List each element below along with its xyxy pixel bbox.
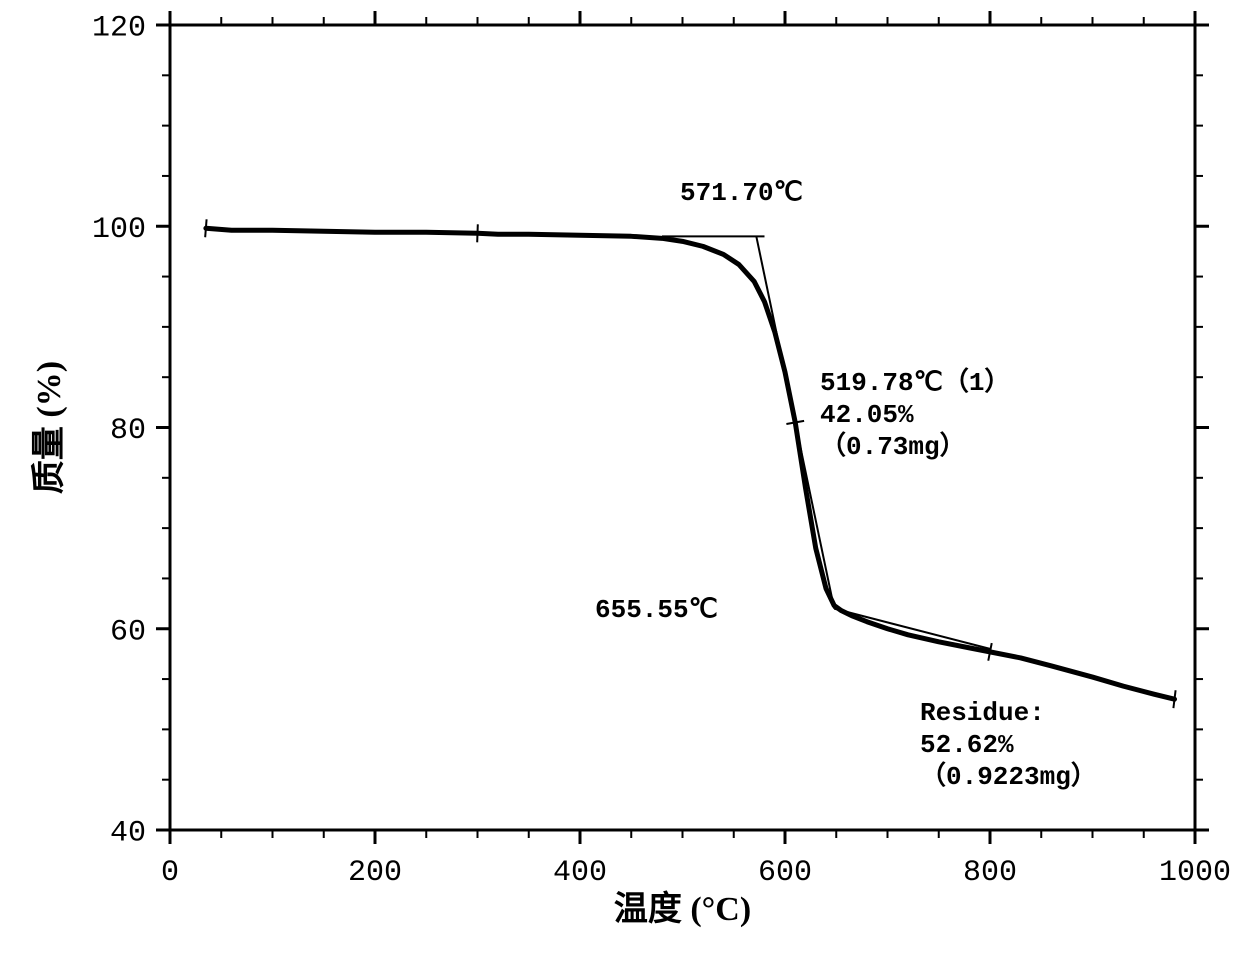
annotation-line: （0.73mg） — [820, 431, 966, 462]
annotation-line: 519.78℃（1） — [820, 367, 1010, 398]
x-tick-label: 1000 — [1159, 856, 1231, 890]
y-tick-label: 60 — [110, 615, 146, 649]
x-tick-label: 0 — [161, 856, 179, 890]
curve-marker — [1173, 690, 1175, 708]
y-tick-label: 80 — [110, 414, 146, 448]
y-tick-label: 120 — [92, 12, 146, 46]
x-tick-label: 800 — [963, 856, 1017, 890]
tangent-line-2 — [834, 609, 990, 649]
tga-chart: 0 200 400 600 800 1000 40 60 80 100 120 温度 (°C) 质量 (… — [0, 0, 1240, 957]
annotation-line: Residue: — [920, 698, 1045, 728]
x-tick-label: 600 — [758, 856, 812, 890]
annotation-line: 655.55℃ — [595, 595, 718, 625]
annotation-midpoint: 519.78℃（1）42.05%（0.73mg） — [820, 367, 1010, 462]
x-axis-label: 温度 (°C) — [614, 890, 751, 928]
y-tick-label: 40 — [110, 817, 146, 851]
x-tick-label: 200 — [348, 856, 402, 890]
annotation-residue: Residue:52.62%（0.9223mg） — [920, 698, 1097, 792]
annotation-line: 571.70℃ — [680, 178, 803, 208]
y-axis-label: 质量 (%) — [30, 361, 68, 494]
annotation-line: 42.05% — [820, 400, 914, 430]
annotation-onset: 571.70℃ — [680, 178, 803, 208]
annotation-line: 52.62% — [920, 730, 1014, 760]
y-tick-label: 100 — [92, 213, 146, 247]
curve-marker — [205, 219, 206, 237]
annotation-endset: 655.55℃ — [595, 595, 718, 625]
x-tick-label: 400 — [553, 856, 607, 890]
annotation-line: （0.9223mg） — [920, 761, 1097, 792]
tga-curve — [206, 228, 1175, 699]
curve-marker — [477, 224, 478, 242]
